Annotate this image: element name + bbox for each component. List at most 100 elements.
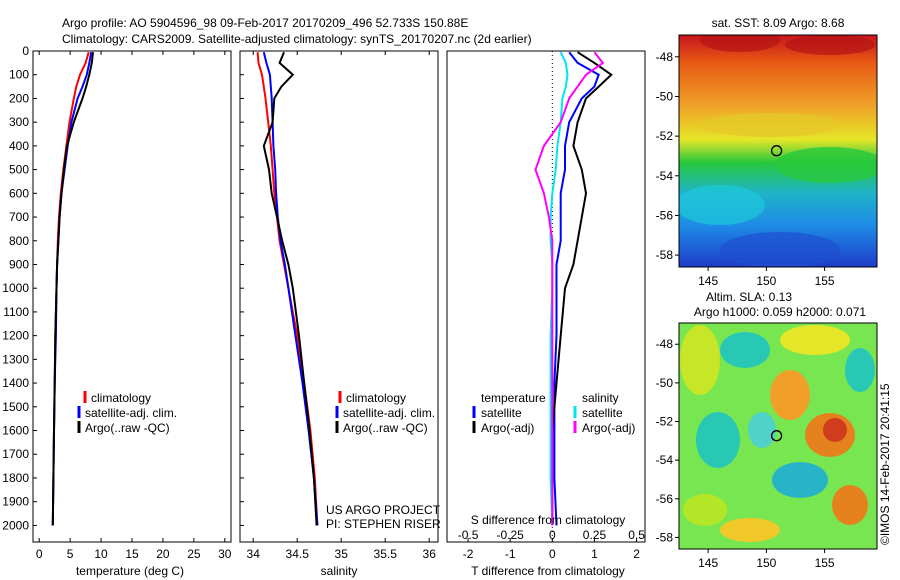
temperature-legend: climatology satellite-adj. clim. Argo(..… [77, 391, 177, 435]
legend-label: satellite-adj. clim. [85, 406, 177, 420]
sst-map-title: sat. SST: 8.09 Argo: 8.68 [712, 16, 845, 30]
map-x-tick-label: 150 [756, 274, 776, 288]
x-tick-label: 36 [423, 547, 437, 561]
x-tick-label: 35 [335, 547, 349, 561]
argo-location-marker-sst [770, 145, 783, 157]
y-tick-label: 700 [9, 210, 29, 224]
salinity-plot: 34 34.5 35 35.5 36 [240, 50, 437, 561]
map-y-tick-label: -48 [656, 337, 674, 351]
map-x-tick-label: 155 [815, 274, 835, 288]
y-tick-label: 2000 [2, 518, 29, 532]
x2-tick-label: -0.25 [497, 528, 525, 542]
title-line-2: Climatology: CARS2009. Satellite-adjuste… [62, 32, 532, 46]
map-x-tick-label: 155 [815, 556, 835, 570]
difference-legend: temperature satellite Argo(-adj) salinit… [472, 391, 635, 435]
credit-line-1: US ARGO PROJECT [326, 503, 441, 517]
credit-line-2: PI: STEPHEN RISER [326, 517, 441, 531]
y-tick-label: 1700 [2, 447, 29, 461]
map-y-tick-label: -54 [656, 453, 674, 467]
y-tick-label: 1600 [2, 424, 29, 438]
x-tick-label: -1 [505, 547, 516, 561]
legend-label: Argo(-adj) [481, 421, 534, 435]
y-tick-label: 100 [9, 68, 29, 82]
map-y-tick-label: -50 [656, 89, 674, 103]
x-tick-label: 10 [94, 547, 108, 561]
series-line-satellite-adj-clim- [51, 52, 93, 526]
y-tick-label: 1000 [2, 281, 29, 295]
map-y-tick-label: -50 [656, 376, 674, 390]
x-tick-label: 34.5 [286, 547, 310, 561]
x-tick-label: 34 [247, 547, 261, 561]
x2-tick-label: 0.5 [628, 528, 645, 542]
x-tick-label: 25 [187, 547, 201, 561]
argo-location-marker-sla [770, 430, 783, 442]
x2-tick-label: 0.25 [583, 528, 607, 542]
y-tick-label: 200 [9, 91, 29, 105]
map-y-tick-label: -52 [656, 129, 674, 143]
y-tick-label: 400 [9, 139, 29, 153]
series-line-argo-raw-qc- [51, 52, 94, 526]
difference-xlabel-bottom: T difference from climatology [471, 564, 625, 578]
x-tick-label: 0 [549, 547, 556, 561]
series-line-salinity-satellite [549, 51, 569, 526]
legend-label: Argo(-adj) [582, 421, 635, 435]
temperature-panel-frame [32, 50, 232, 543]
difference-panel-frame [446, 50, 646, 543]
y-tick-label: 1300 [2, 352, 29, 366]
legend-label: Argo(..raw -QC) [343, 421, 428, 435]
map-y-tick-label: -58 [656, 248, 674, 262]
y-tick-label: 1200 [2, 329, 29, 343]
x-tick-label: 1 [591, 547, 598, 561]
legend-label: climatology [91, 391, 151, 405]
title-line-1: Argo profile: AO 5904596_98 09-Feb-2017 … [62, 16, 468, 30]
series-line-argo-raw-qc- [262, 51, 318, 526]
temperature-plot: 0100200300400500600700800900100011001200… [2, 44, 232, 561]
legend-label: climatology [346, 391, 406, 405]
x-tick-label: -2 [463, 547, 474, 561]
map-x-tick-label: 150 [756, 556, 776, 570]
sla-map-axes: -48 -50 -52 -54 -56 -58 145 150 155 [656, 337, 835, 570]
legend-label: Argo(..raw -QC) [85, 421, 170, 435]
series-line-temperature-argo-adj- [551, 51, 613, 526]
map-x-tick-label: 145 [698, 556, 718, 570]
temperature-xlabel: temperature (deg C) [76, 564, 184, 578]
legend-title-temperature: temperature [481, 391, 546, 405]
map-y-tick-label: -56 [656, 492, 674, 506]
y-tick-label: 300 [9, 115, 29, 129]
y-tick-label: 500 [9, 163, 29, 177]
y-tick-label: 900 [9, 257, 29, 271]
map-x-tick-label: 145 [698, 274, 718, 288]
salinity-panel-frame [239, 50, 439, 543]
map-y-tick-label: -48 [656, 50, 674, 64]
y-tick-label: 1900 [2, 495, 29, 509]
y-tick-label: 1100 [3, 305, 29, 319]
x-tick-label: 15 [125, 547, 139, 561]
sst-map-frame [678, 34, 878, 268]
x2-tick-label: -0.5 [458, 528, 479, 542]
sst-map-features [679, 35, 877, 267]
series-line-temperature-satellite [553, 51, 600, 526]
legend-title-salinity: salinity [582, 391, 619, 405]
y-tick-label: 1800 [2, 471, 29, 485]
legend-label: satellite [582, 406, 623, 420]
legend-label: satellite-adj. clim. [343, 406, 435, 420]
y-tick-label: 600 [9, 186, 29, 200]
y-tick-label: 800 [9, 234, 29, 248]
x-tick-label: 5 [67, 547, 74, 561]
series-line-satellite-adj-clim- [262, 51, 319, 526]
map-y-tick-label: -52 [656, 415, 674, 429]
difference-xlabel-top: S difference from climatology [471, 513, 626, 527]
sla-map-title-2: Argo h1000: 0.059 h2000: 0.071 [694, 305, 866, 319]
x-tick-label: 20 [156, 547, 170, 561]
sla-map-features [680, 325, 875, 542]
map-y-tick-label: -54 [656, 169, 674, 183]
sla-map-title-1: Altim. SLA: 0.13 [706, 290, 792, 304]
sst-map-axes: -48 -50 -52 -54 -56 -58 145 150 155 [656, 50, 835, 288]
imos-timestamp: ©IMOS 14-Feb-2017 20:41:15 [878, 383, 892, 545]
x-tick-label: 30 [218, 547, 232, 561]
salinity-xlabel: salinity [321, 564, 358, 578]
series-line-salinity-argo-adj- [534, 51, 605, 526]
sla-map-frame [678, 322, 878, 550]
y-tick-label: 1500 [2, 400, 29, 414]
